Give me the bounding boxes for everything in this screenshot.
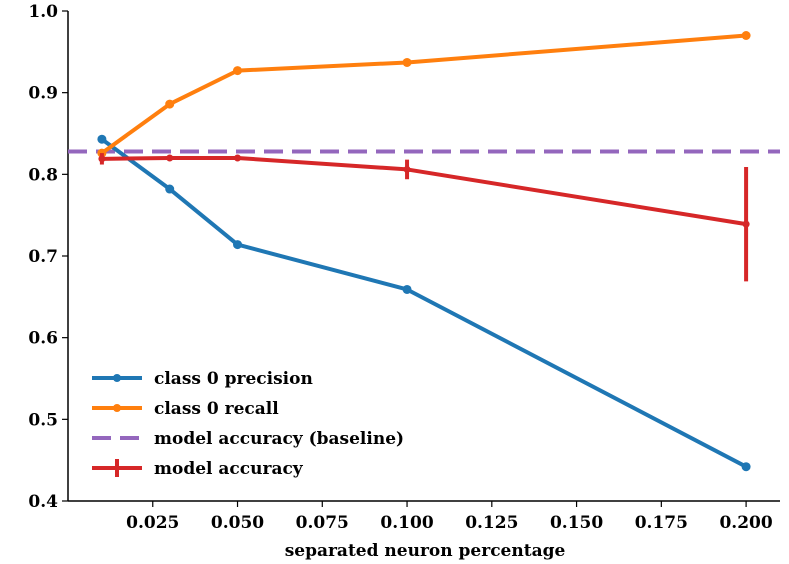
y-tick-label: 0.5 <box>28 410 58 430</box>
class-0-recall-point <box>741 31 751 40</box>
legend-marker <box>113 404 121 412</box>
x-axis-title: separated neuron percentage <box>285 541 566 561</box>
y-tick-label: 1.0 <box>28 2 58 22</box>
class-0-precision-point <box>165 184 175 194</box>
legend-label: class 0 precision <box>154 369 313 389</box>
y-tick-label: 0.6 <box>28 329 58 349</box>
legend-label: model accuracy (baseline) <box>154 429 404 449</box>
class-0-recall-point <box>233 66 243 76</box>
legend-marker <box>113 374 121 382</box>
legend-label: model accuracy <box>154 459 304 479</box>
model-accuracy-point <box>166 154 174 162</box>
model-accuracy-point <box>234 154 242 162</box>
x-tick-label: 0.025 <box>126 513 179 533</box>
series-model-accuracy <box>98 153 750 282</box>
legend-item-model-accuracy-baseline: model accuracy (baseline) <box>92 429 404 449</box>
class-0-precision-point <box>741 462 751 472</box>
x-tick-label: 0.125 <box>465 513 518 533</box>
x-tick-label: 0.050 <box>211 513 264 533</box>
class-0-recall-point <box>402 57 412 67</box>
model-accuracy-point <box>98 155 106 163</box>
legend: class 0 precision class 0 recall model acc… <box>92 369 404 479</box>
x-tick-label: 0.100 <box>380 513 433 533</box>
x-tick-label: 0.075 <box>296 513 349 533</box>
legend-item-class-0-recall: class 0 recall <box>92 399 279 419</box>
model-accuracy-point <box>742 220 750 228</box>
class-0-precision-point <box>402 284 412 294</box>
model-accuracy-point <box>403 165 411 173</box>
legend-label: class 0 recall <box>154 399 279 419</box>
series-layer <box>68 31 780 472</box>
legend-item-class-0-precision: class 0 precision <box>92 369 313 389</box>
class-0-precision-point <box>233 240 243 250</box>
y-tick-label: 0.7 <box>28 247 58 267</box>
y-tick-label: 0.4 <box>28 492 58 512</box>
y-tick-label: 0.9 <box>28 84 58 104</box>
class-0-recall-point <box>165 99 175 109</box>
x-tick-label: 0.150 <box>550 513 603 533</box>
series-class-0-recall <box>97 31 751 158</box>
series-class-0-precision <box>97 134 751 472</box>
class-0-recall-line <box>100 33 747 155</box>
x-tick-label: 0.175 <box>635 513 688 533</box>
axes: 0.4 0.5 0.6 0.7 0.8 0.9 1.0 0.025 0.050 0.075 0.10… <box>28 2 780 533</box>
x-tick-label: 0.200 <box>719 513 772 533</box>
legend-item-model-accuracy: model accuracy <box>92 459 304 479</box>
class-0-precision-point <box>97 134 107 144</box>
y-tick-label: 0.8 <box>28 165 58 185</box>
